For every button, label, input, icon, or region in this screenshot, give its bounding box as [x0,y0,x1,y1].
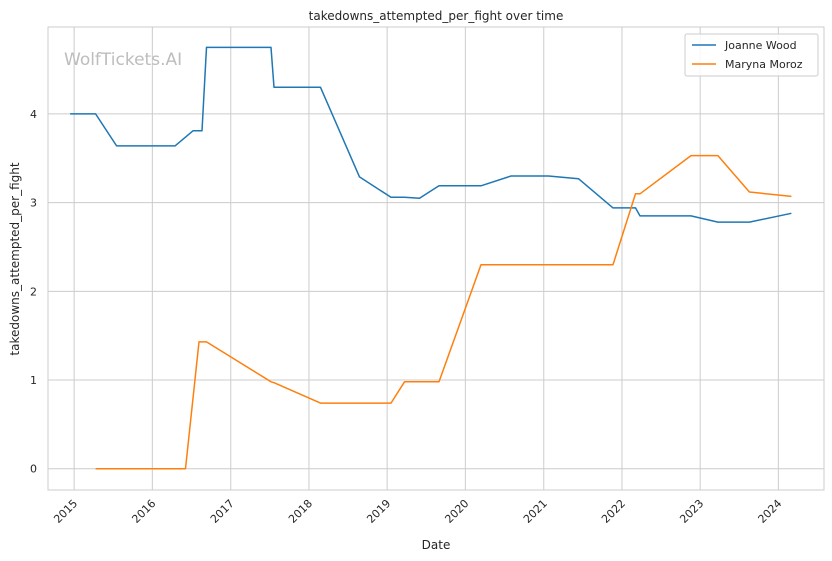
plot-area-frame [47,26,825,491]
y-tick-label: 3 [30,197,37,210]
chart-title: takedowns_attempted_per_fight over time [309,9,564,23]
legend-box [684,33,819,77]
legend-label-joanne-wood: Joanne Wood [724,39,797,52]
y-tick-label: 0 [30,463,37,476]
y-tick-label: 4 [30,108,37,121]
y-tick-label: 1 [30,374,37,387]
series-line-maryna-moroz [95,154,792,470]
watermark-text: WolfTickets.AI [64,50,182,70]
y-tick-label: 2 [30,285,37,298]
y-axis-title: takedowns_attempted_per_fight [8,162,22,355]
series-lines [70,46,792,470]
legend-label-maryna-moroz: Maryna Moroz [725,58,803,71]
legend: Joanne Wood Maryna Moroz [684,33,819,77]
series-line-joanne-wood [70,46,792,223]
x-axis-title: Date [422,538,451,552]
